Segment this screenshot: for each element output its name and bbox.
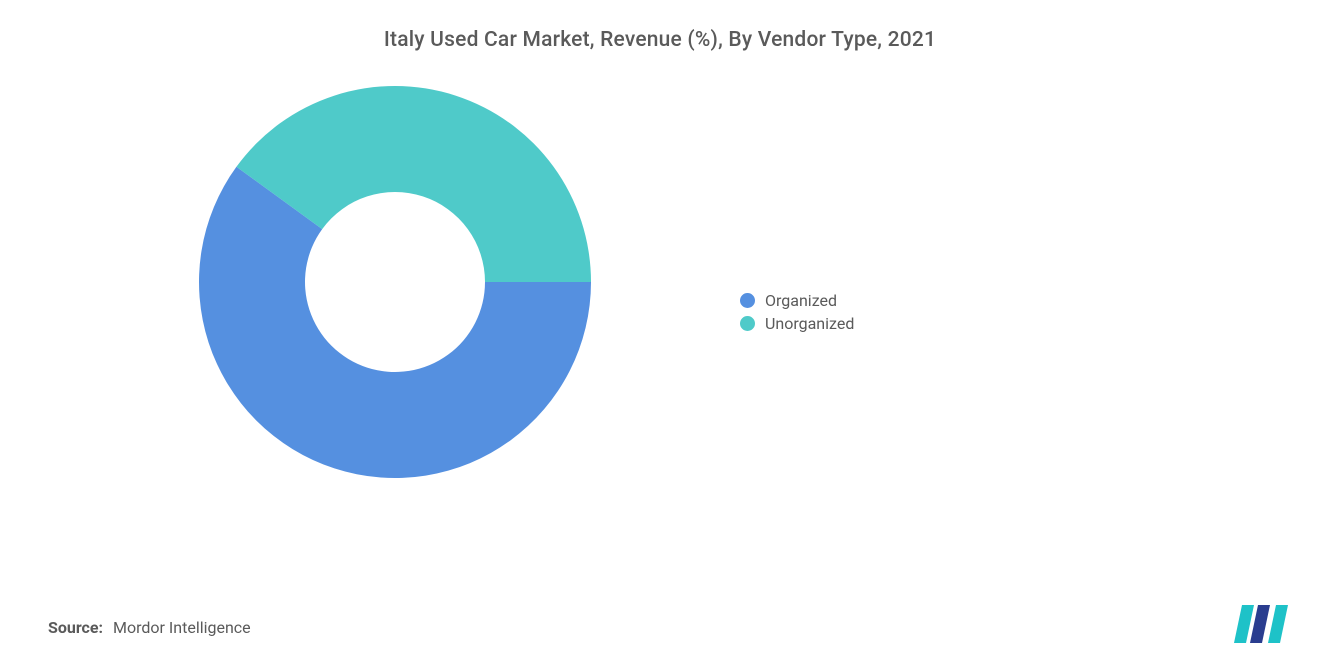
legend-swatch-unorganized <box>740 316 755 331</box>
brand-logo <box>1232 603 1290 647</box>
source-value: Mordor Intelligence <box>113 618 251 637</box>
logo-shape <box>1250 605 1270 643</box>
legend-item-organized: Organized <box>740 291 854 310</box>
legend-label-unorganized: Unorganized <box>765 314 854 333</box>
chart-title: Italy Used Car Market, Revenue (%), By V… <box>0 0 1320 62</box>
logo-shape <box>1268 605 1288 643</box>
legend-item-unorganized: Unorganized <box>740 314 854 333</box>
source-citation: Source: Mordor Intelligence <box>48 618 251 637</box>
chart-area: Organized Unorganized <box>0 62 1320 562</box>
logo-shape <box>1234 605 1254 643</box>
legend-label-organized: Organized <box>765 291 837 310</box>
legend: Organized Unorganized <box>740 287 854 337</box>
source-label: Source: <box>48 618 103 637</box>
donut-chart <box>195 82 595 486</box>
legend-swatch-organized <box>740 293 755 308</box>
